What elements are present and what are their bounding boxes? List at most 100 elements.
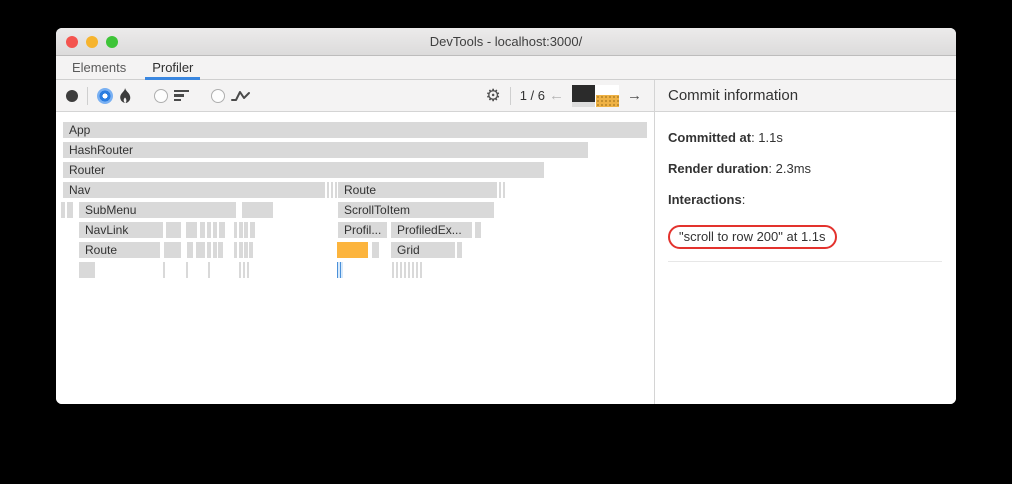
flame-bar[interactable]	[327, 182, 329, 198]
flame-bar[interactable]	[396, 262, 398, 278]
flame-bar[interactable]	[239, 262, 241, 278]
flame-bar[interactable]	[247, 262, 249, 278]
flame-bar-submenu[interactable]: SubMenu	[79, 202, 236, 218]
commit-field: Render duration: 2.3ms	[668, 161, 812, 176]
snapshot-segment-4[interactable]	[596, 94, 619, 107]
ranked-view-toggle[interactable]	[154, 88, 189, 103]
flame-bar[interactable]	[207, 222, 211, 238]
toolbar-row: ⚙ 1 / 6 ← → Commit information	[56, 80, 956, 112]
snapshot-segment-1[interactable]	[572, 84, 595, 107]
commit-counter: 1 / 6	[519, 88, 545, 103]
flame-bar[interactable]	[239, 222, 243, 238]
record-button[interactable]	[66, 89, 78, 102]
flame-bar-hashrouter[interactable]: HashRouter	[63, 142, 588, 158]
interactions-chart-icon	[231, 90, 250, 101]
flame-bar-nav[interactable]: Nav	[63, 182, 325, 198]
profiler-content: App HashRouter Router Nav Route SubMenu Scroll…	[56, 112, 956, 404]
flame-bar[interactable]	[337, 242, 368, 258]
devtools-window: DevTools - localhost:3000/ Elements Prof…	[56, 28, 956, 404]
title-bar[interactable]: DevTools - localhost:3000/	[56, 28, 956, 56]
flame-bar[interactable]	[187, 242, 193, 258]
tab-elements[interactable]: Elements	[72, 60, 127, 75]
flame-bar[interactable]	[243, 262, 245, 278]
profiler-toolbar: ⚙ 1 / 6 ← →	[56, 80, 655, 111]
flame-bar-profiledex[interactable]: ProfiledEx...	[391, 222, 472, 238]
flame-bar[interactable]	[392, 262, 394, 278]
flame-bar[interactable]	[335, 182, 337, 198]
flame-bar[interactable]	[331, 182, 333, 198]
flame-bar[interactable]	[250, 222, 255, 238]
ranked-chart-icon	[174, 89, 189, 102]
flame-bar[interactable]	[163, 262, 165, 278]
flame-bar-route[interactable]: Route	[79, 242, 160, 258]
minimize-button[interactable]	[86, 35, 98, 48]
flame-bar[interactable]	[239, 242, 243, 258]
flame-bar[interactable]	[166, 222, 181, 238]
divider	[509, 86, 511, 105]
divider	[87, 86, 88, 105]
flame-bar[interactable]	[186, 222, 197, 238]
flame-bar[interactable]	[412, 262, 414, 278]
flame-bar[interactable]	[400, 262, 402, 278]
snapshot-selector[interactable]	[572, 84, 619, 107]
commit-info-header: Commit information	[668, 87, 799, 104]
flame-bar[interactable]	[372, 242, 379, 258]
flame-bar-app[interactable]: App	[63, 122, 647, 138]
next-commit-button[interactable]: →	[627, 87, 642, 104]
traffic-lights	[66, 28, 118, 55]
flame-bar-route[interactable]: Route	[338, 182, 497, 198]
flame-bar[interactable]	[416, 262, 418, 278]
flame-bar[interactable]	[420, 262, 422, 278]
tab-profiler[interactable]: Profiler	[145, 56, 201, 80]
flame-bar-router[interactable]: Router	[63, 162, 544, 178]
flame-bar[interactable]	[186, 262, 188, 278]
flame-bar[interactable]	[234, 242, 237, 258]
flame-bar[interactable]	[242, 202, 273, 218]
flame-bar[interactable]	[208, 262, 210, 278]
flamechart-radio[interactable]	[97, 87, 113, 104]
prev-commit-button[interactable]: ←	[549, 87, 564, 104]
flame-bar[interactable]	[404, 262, 406, 278]
flame-bar[interactable]	[207, 242, 211, 258]
flame-icon	[120, 87, 131, 103]
flamechart-view-toggle[interactable]	[97, 87, 132, 104]
flame-bar[interactable]	[213, 242, 217, 258]
window-title: DevTools - localhost:3000/	[429, 34, 583, 49]
flame-bar[interactable]	[164, 242, 181, 258]
gear-icon[interactable]: ⚙	[485, 86, 501, 105]
zoom-button[interactable]	[106, 35, 118, 48]
flame-bar[interactable]	[219, 222, 225, 238]
snapshot-segment-6[interactable]	[572, 101, 595, 107]
commit-field: Committed at: 1.1s	[668, 130, 783, 145]
flame-bar-profil[interactable]: Profil...	[338, 222, 387, 238]
flame-bar[interactable]	[408, 262, 410, 278]
flame-bar[interactable]	[200, 222, 205, 238]
interaction-pill[interactable]: "scroll to row 200" at 1.1s	[668, 225, 837, 249]
interactions-radio[interactable]	[211, 88, 225, 103]
flame-bar[interactable]	[499, 182, 501, 198]
flame-bar[interactable]	[67, 202, 73, 218]
ranked-radio[interactable]	[154, 88, 168, 103]
flame-bar[interactable]	[503, 182, 505, 198]
flame-bar[interactable]	[234, 222, 237, 238]
flame-bar[interactable]	[457, 242, 462, 258]
flame-bar[interactable]	[61, 202, 65, 218]
flame-bar[interactable]	[244, 242, 248, 258]
flame-bar[interactable]	[244, 222, 248, 238]
commit-field: Interactions:	[668, 192, 746, 207]
flame-bar[interactable]	[218, 242, 223, 258]
tab-bar: Elements Profiler	[56, 56, 956, 80]
flame-bar[interactable]	[475, 222, 481, 238]
flame-bar-scrolltoitem[interactable]: ScrollToItem	[338, 202, 494, 218]
flame-bar[interactable]	[79, 262, 95, 278]
flame-bar[interactable]	[249, 242, 253, 258]
flame-bar[interactable]	[196, 242, 205, 258]
flame-bar-navlink[interactable]: NavLink	[79, 222, 163, 238]
close-button[interactable]	[66, 35, 78, 48]
flame-bar[interactable]	[337, 262, 343, 278]
flame-graph: App HashRouter Router Nav Route SubMenu Scroll…	[56, 112, 655, 404]
interactions-view-toggle[interactable]	[211, 88, 251, 103]
commit-fields: Committed at: 1.1s Render duration: 2.3ms…	[668, 130, 942, 207]
flame-bar-grid[interactable]: Grid	[391, 242, 455, 258]
flame-bar[interactable]	[213, 222, 217, 238]
